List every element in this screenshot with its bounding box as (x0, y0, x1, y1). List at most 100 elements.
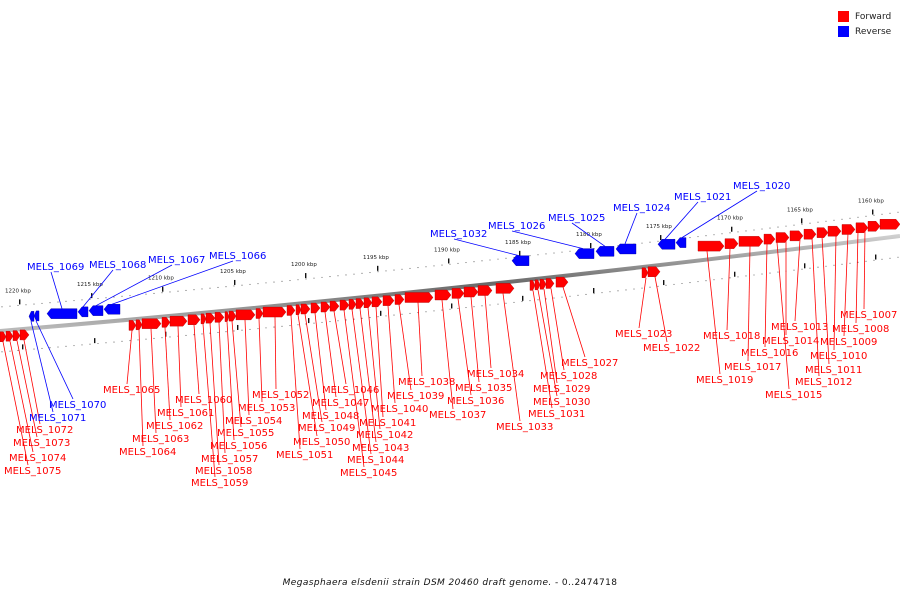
gene-arrow-mels-1007[interactable] (879, 219, 900, 230)
gene-arrow-mels-1010[interactable] (841, 224, 856, 235)
gene-label-mels-1037[interactable]: MELS_1037 (429, 410, 486, 421)
gene-arrow-mels-1035[interactable] (463, 286, 479, 298)
gene-arrow-mels-1047[interactable] (320, 301, 331, 313)
gene-label-mels-1069[interactable]: MELS_1069 (27, 262, 84, 273)
gene-label-mels-1029[interactable]: MELS_1029 (533, 384, 590, 395)
gene-arrow-mels-1029[interactable] (539, 279, 547, 290)
gene-arrow-mels-1020[interactable] (675, 237, 687, 248)
gene-arrow-mels-1037[interactable] (434, 289, 452, 301)
gene-label-mels-1031[interactable]: MELS_1031 (528, 409, 585, 420)
gene-arrow-mels-1030[interactable] (534, 279, 541, 291)
gene-arrow-mels-1038[interactable] (404, 292, 434, 303)
gene-arrow-mels-1059[interactable] (200, 313, 207, 325)
gene-arrow-mels-1014[interactable] (789, 230, 804, 242)
gene-arrow-mels-1070[interactable] (33, 310, 40, 322)
gene-arrow-mels-1073[interactable] (12, 330, 21, 341)
gene-label-mels-1024[interactable]: MELS_1024 (613, 203, 670, 214)
gene-arrow-mels-1039[interactable] (394, 294, 405, 305)
gene-label-mels-1023[interactable]: MELS_1023 (615, 329, 672, 340)
gene-label-mels-1007[interactable]: MELS_1007 (840, 310, 897, 321)
gene-label-mels-1045[interactable]: MELS_1045 (340, 468, 397, 479)
gene-arrow-mels-1043[interactable] (355, 298, 365, 309)
gene-arrow-mels-1055[interactable] (228, 310, 237, 322)
gene-label-mels-1062[interactable]: MELS_1062 (146, 421, 203, 432)
gene-label-mels-1046[interactable]: MELS_1046 (322, 385, 379, 396)
gene-arrow-mels-1069[interactable] (46, 308, 78, 319)
gene-arrow-mels-1052[interactable] (262, 306, 287, 318)
gene-label-mels-1026[interactable]: MELS_1026 (488, 221, 545, 232)
gene-arrow-mels-1057[interactable] (214, 312, 225, 323)
gene-arrow-mels-1036[interactable] (451, 288, 465, 299)
gene-label-mels-1020[interactable]: MELS_1020 (733, 181, 790, 192)
gene-label-mels-1055[interactable]: MELS_1055 (217, 428, 274, 439)
gene-arrow-mels-1041[interactable] (371, 296, 383, 308)
gene-label-mels-1017[interactable]: MELS_1017 (724, 362, 781, 373)
gene-arrow-mels-1011[interactable] (827, 225, 842, 237)
gene-arrow-mels-1045[interactable] (339, 299, 350, 311)
gene-arrow-mels-1065[interactable] (128, 320, 137, 331)
gene-arrow-mels-1017[interactable] (738, 236, 764, 247)
gene-label-mels-1074[interactable]: MELS_1074 (9, 453, 66, 464)
gene-label-mels-1048[interactable]: MELS_1048 (302, 411, 359, 422)
gene-arrow-mels-1027[interactable] (555, 276, 569, 288)
gene-label-mels-1036[interactable]: MELS_1036 (447, 396, 504, 407)
gene-label-mels-1032[interactable]: MELS_1032 (430, 229, 487, 240)
gene-arrow-mels-1056[interactable] (224, 311, 230, 322)
gene-arrow-mels-1023[interactable] (641, 267, 649, 278)
gene-label-mels-1065[interactable]: MELS_1065 (103, 385, 160, 396)
gene-arrow-mels-1034[interactable] (477, 285, 493, 296)
gene-label-mels-1028[interactable]: MELS_1028 (540, 371, 597, 382)
gene-label-mels-1034[interactable]: MELS_1034 (467, 369, 524, 380)
gene-arrow-mels-1042[interactable] (363, 297, 373, 308)
gene-label-mels-1070[interactable]: MELS_1070 (49, 400, 106, 411)
gene-label-mels-1013[interactable]: MELS_1013 (771, 322, 828, 333)
gene-arrow-mels-1075[interactable] (0, 331, 7, 342)
gene-arrow-mels-1064[interactable] (135, 319, 143, 331)
gene-label-mels-1043[interactable]: MELS_1043 (352, 443, 409, 454)
gene-label-mels-1057[interactable]: MELS_1057 (201, 454, 258, 465)
gene-label-mels-1009[interactable]: MELS_1009 (820, 337, 877, 348)
gene-label-mels-1056[interactable]: MELS_1056 (210, 441, 267, 452)
gene-label-mels-1061[interactable]: MELS_1061 (157, 408, 214, 419)
gene-arrow-mels-1053[interactable] (255, 308, 264, 319)
gene-label-mels-1018[interactable]: MELS_1018 (703, 331, 760, 342)
gene-arrow-mels-1040[interactable] (382, 295, 395, 306)
gene-label-mels-1042[interactable]: MELS_1042 (356, 430, 413, 441)
gene-label-mels-1014[interactable]: MELS_1014 (762, 336, 819, 347)
gene-label-mels-1030[interactable]: MELS_1030 (533, 397, 590, 408)
gene-arrow-mels-1031[interactable] (529, 280, 536, 291)
gene-label-mels-1052[interactable]: MELS_1052 (252, 390, 309, 401)
gene-label-mels-1054[interactable]: MELS_1054 (225, 416, 282, 427)
gene-arrow-mels-1049[interactable] (300, 303, 311, 315)
gene-arrow-mels-1008[interactable] (867, 221, 881, 232)
gene-arrow-mels-1072[interactable] (19, 329, 30, 341)
gene-arrow-mels-1013[interactable] (803, 229, 817, 240)
gene-label-mels-1010[interactable]: MELS_1010 (810, 351, 867, 362)
gene-arrow-mels-1071[interactable] (28, 311, 35, 322)
gene-label-mels-1050[interactable]: MELS_1050 (293, 437, 350, 448)
gene-arrow-mels-1062[interactable] (161, 317, 171, 328)
gene-label-mels-1035[interactable]: MELS_1035 (455, 383, 512, 394)
gene-label-mels-1049[interactable]: MELS_1049 (298, 423, 355, 434)
gene-arrow-mels-1063[interactable] (141, 318, 162, 329)
gene-label-mels-1025[interactable]: MELS_1025 (548, 213, 605, 224)
gene-arrow-mels-1019[interactable] (697, 240, 725, 252)
gene-label-mels-1039[interactable]: MELS_1039 (387, 391, 444, 402)
gene-arrow-mels-1054[interactable] (235, 309, 256, 321)
gene-label-mels-1021[interactable]: MELS_1021 (674, 192, 731, 203)
gene-arrow-mels-1026[interactable] (574, 248, 595, 259)
gene-label-mels-1038[interactable]: MELS_1038 (398, 377, 455, 388)
gene-label-mels-1022[interactable]: MELS_1022 (643, 343, 700, 354)
gene-arrow-mels-1058[interactable] (205, 312, 216, 324)
gene-label-mels-1058[interactable]: MELS_1058 (195, 466, 252, 477)
gene-arrow-mels-1024[interactable] (615, 243, 637, 255)
gene-arrow-mels-1032[interactable] (511, 255, 530, 266)
gene-label-mels-1012[interactable]: MELS_1012 (795, 377, 852, 388)
gene-arrow-mels-1018[interactable] (724, 238, 739, 249)
gene-label-mels-1011[interactable]: MELS_1011 (805, 365, 862, 376)
gene-arrow-mels-1028[interactable] (545, 278, 555, 289)
gene-arrow-mels-1046[interactable] (329, 300, 340, 312)
gene-label-mels-1075[interactable]: MELS_1075 (4, 466, 61, 477)
gene-arrow-mels-1068[interactable] (77, 306, 89, 318)
gene-arrow-mels-1050[interactable] (295, 304, 302, 315)
